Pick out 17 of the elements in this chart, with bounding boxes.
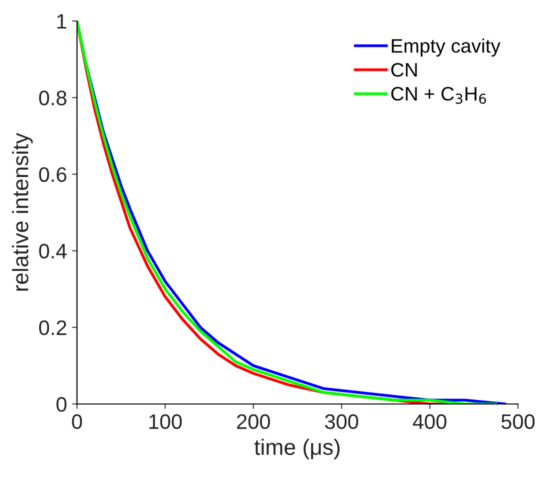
x-tick-label: 200 — [237, 414, 270, 430]
x-tick-label: 100 — [149, 414, 182, 430]
x-tick-label: 300 — [325, 414, 358, 430]
legend-label: CN — [391, 62, 417, 77]
x-axis-title: time (μs) — [254, 438, 340, 460]
x-tick-label: 0 — [72, 414, 82, 430]
legend-label: Empty cavity — [392, 38, 500, 57]
y-tick-label: 0 — [56, 397, 66, 412]
x-tick-label: 500 — [501, 414, 535, 430]
y-tick-label: 0.6 — [39, 167, 66, 182]
y-tick-label: 1 — [57, 14, 66, 29]
y-tick-label: 0.4 — [39, 244, 67, 259]
y-tick-label: 0.8 — [39, 90, 66, 106]
y-tick-label: 0.2 — [39, 320, 66, 336]
y-axis-title: relative intensity — [12, 132, 33, 291]
x-tick-label: 400 — [412, 414, 446, 430]
legend-label: CN + C$_{3}$H$_{6}$ — [391, 86, 486, 104]
